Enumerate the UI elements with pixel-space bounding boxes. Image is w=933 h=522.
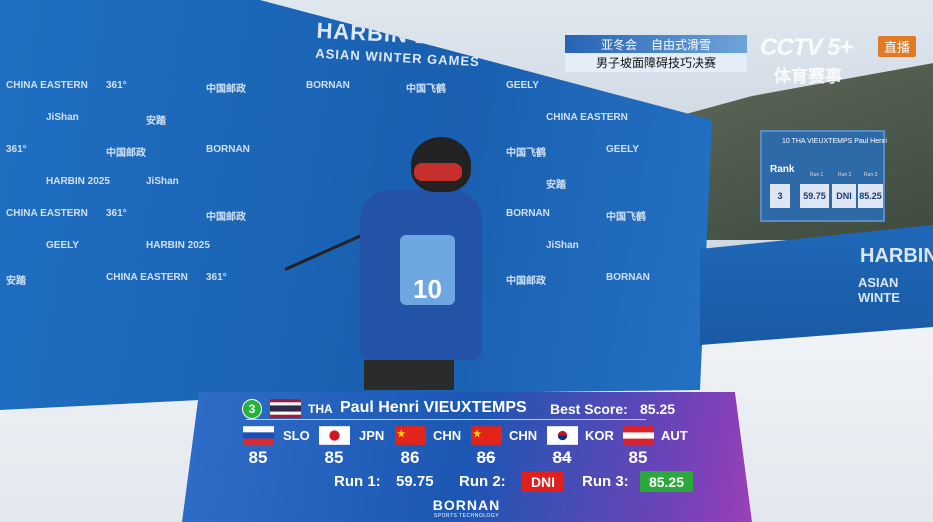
judge-score: 85 [248,448,268,467]
sponsor-logo: GEELY [506,80,539,91]
board-run-score: 59.75 [800,184,829,208]
sponsor-logo: 361° [106,208,127,219]
china-flag-icon [471,426,502,445]
event-round: 男子坡面障碍技巧决赛 [565,53,747,72]
sponsor-logo: CHINA EASTERN [546,112,628,123]
rank-badge: 3 [242,399,262,419]
sponsor-logo: GEELY [606,144,639,155]
judge-country: CHN [509,428,538,443]
sponsor-logo: JiShan [146,176,179,187]
board-run-label: Run 3 [864,172,878,178]
sponsor-logo: CHINA EASTERN [6,80,88,91]
slovenia-flag-icon [243,426,274,445]
skier: 10 [356,135,486,395]
bib-number: 10 [400,235,455,305]
sponsor-logo: 安踏 [6,276,26,287]
live-badge: 直播 [878,36,917,57]
run-label: Run 2: [459,473,506,490]
sponsor-logo: 安踏 [146,116,166,127]
board-run-score: 85.25 [858,184,883,208]
sponsor-logo: JiShan [46,112,79,123]
sponsor-logo: 中国飞鹤 [606,212,646,223]
side-banner: HARBIN ASIAN WINTE [700,225,933,345]
board-run-label: Run 1 [810,172,824,178]
sponsor-logo: CHINA EASTERN [6,208,88,219]
board-run-score: DNI [832,184,856,208]
event-caption: 亚冬会 自由式滑雪 男子坡面障碍技巧决赛 [565,35,747,73]
run-label: Run 1: [334,473,381,490]
sponsor-logo: JiShan [546,240,579,251]
athlete-name: Paul Henri VIEUXTEMPS [340,399,527,416]
judge-country: SLO [283,428,310,443]
sponsor-logo: HARBIN 2025 [146,240,210,251]
run-score-dni: DNI [522,471,564,492]
sponsor-logo: BORNAN [306,80,350,91]
sponsor-logo: 中国邮政 [106,148,146,159]
sponsor-logo: 361° [6,144,27,155]
sponsor-logo: 361° [206,272,227,283]
judge-score: 85 [628,448,648,467]
sponsor-logo: 中国飞鹤 [506,148,546,159]
china-flag-icon [395,426,426,445]
run-score-best: 85.25 [640,471,693,492]
channel-logo: CCTV 5+ 体育赛事 [760,34,853,87]
venue-score-board: 10 THA VIEUXTEMPS Paul Henri Rank Run 1 … [760,130,887,222]
judge-country: CHN [433,428,462,443]
sponsor-logo: 中国飞鹤 [406,84,446,95]
japan-flag-icon [319,426,350,445]
sponsor-tagline: SPORTS TECHNOLOGY [433,513,500,519]
sponsor-grid: CHINA EASTERN 361° 中国邮政 BORNAN 中国飞鹤 GEELY HARB… [0,80,700,310]
austria-flag-icon [623,426,654,445]
discipline: 自由式滑雪 [651,37,712,52]
korea-flag-icon [547,426,578,445]
bornan-logo: BORNAN SPORTS TECHNOLOGY [424,497,509,519]
judge-country: KOR [585,428,614,443]
sponsor-logo: 中国邮政 [506,276,546,287]
judge-country: JPN [359,428,385,443]
channel-name: CCTV 5+ [760,34,853,61]
judge-score-dropped: 86 [476,448,496,467]
board-run-label: Run 2 [838,172,852,178]
sponsor-logo: CHINA EASTERN [106,272,188,283]
judge-score: 85 [324,448,344,467]
sponsor-logo: BORNAN [506,208,550,219]
sponsor-logo: BORNAN [606,272,650,283]
board-rank: 3 [770,184,790,208]
board-rank-label: Rank [770,164,795,175]
side-banner-title: HARBIN [860,245,933,267]
skier-goggles [414,163,462,181]
best-score: 85.25 [640,401,676,417]
sponsor-logo: 中国邮政 [206,84,246,95]
sponsor-logo: HARBIN 2025 [46,176,110,187]
judge-country: AUT [661,428,688,443]
best-score-label: Best Score: [550,401,628,417]
run-score: 59.75 [396,473,434,490]
sponsor-logo: BORNAN [206,144,250,155]
athlete-country: THA [308,402,333,416]
sponsor-logo: 中国邮政 [206,212,246,223]
sponsor-logo: 361° [106,80,127,91]
side-banner-subtitle: ASIAN WINTE [858,275,900,305]
run-label: Run 3: [582,473,629,490]
sponsor-name: BORNAN [432,497,501,513]
sponsor-logo: 安踏 [546,180,566,191]
board-header: 10 THA VIEUXTEMPS Paul Henri [782,138,887,145]
judge-score: 86 [400,448,420,467]
sponsor-logo: GEELY [46,240,79,251]
thailand-flag-icon [270,399,301,418]
skier-legs [364,360,454,390]
judge-score-dropped: 84 [552,448,572,467]
event-name: 亚冬会 [600,37,637,52]
channel-subtitle: 体育赛事 [774,67,842,87]
